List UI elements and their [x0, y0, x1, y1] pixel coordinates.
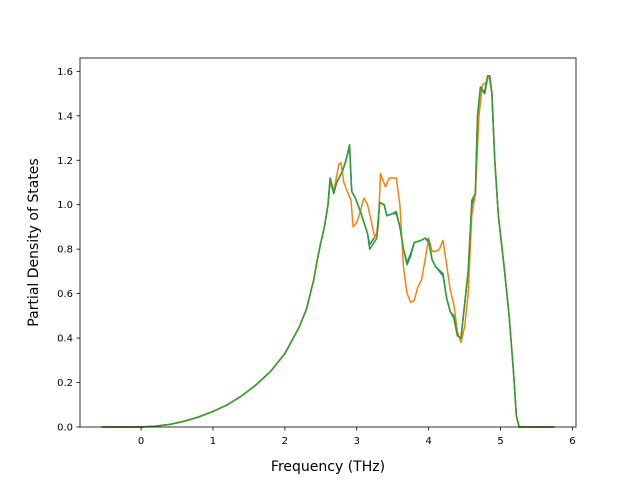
series-layer: [101, 75, 555, 428]
plot-frame: [79, 57, 577, 428]
y-tick-label: 1.2: [57, 156, 73, 167]
y-tick-label: 1.6: [57, 67, 73, 78]
x-tick-label: 3: [354, 436, 360, 447]
x-tick-label: 2: [282, 436, 288, 447]
series-line-3: [101, 75, 555, 428]
x-tick-label: 4: [425, 436, 431, 447]
x-axis-label: Frequency (THz): [271, 459, 385, 475]
y-tick-label: 0.6: [57, 289, 73, 300]
x-tick-label: 1: [210, 436, 216, 447]
x-axis-ticks: 0 1 2 3 4 5 6: [138, 427, 576, 447]
y-tick-label: 1.4: [57, 111, 73, 122]
y-tick-label: 0.8: [57, 245, 73, 256]
y-tick-label: 0.4: [57, 334, 73, 345]
y-axis-label: Partial Density of States: [26, 158, 42, 326]
y-tick-label: 0.2: [57, 378, 73, 389]
series-line-1: [101, 75, 555, 428]
x-tick-label: 0: [138, 436, 144, 447]
x-tick-label: 6: [569, 436, 575, 447]
y-tick-label: 0.0: [57, 423, 73, 434]
series-line-2: [101, 75, 555, 428]
x-tick-label: 5: [497, 436, 503, 447]
y-axis-ticks: 0.0 0.2 0.4 0.6 0.8 1.0 1.2 1.4 1.6: [57, 67, 80, 434]
y-tick-label: 1.0: [57, 200, 73, 211]
